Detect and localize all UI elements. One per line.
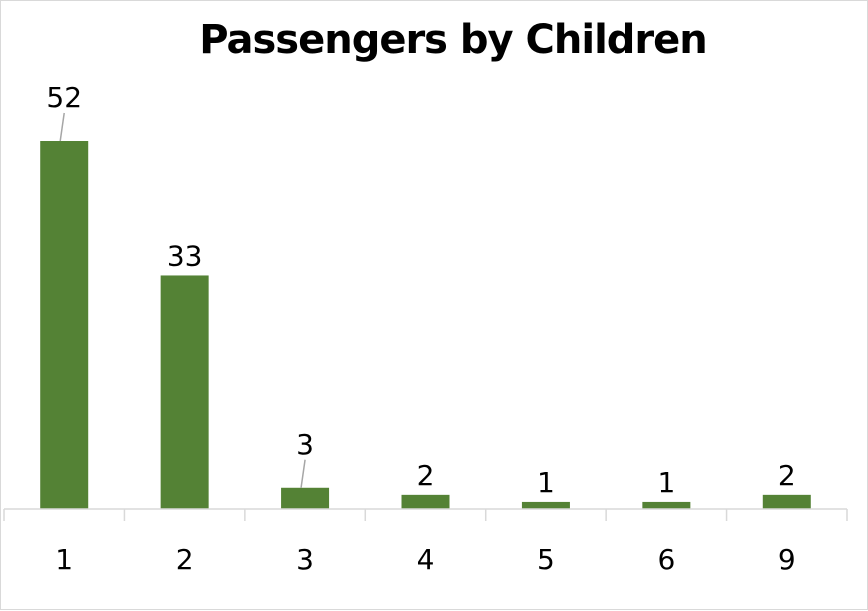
bar-9 [762, 494, 811, 509]
x-tick-label-2: 2 [176, 543, 194, 576]
bars-layer [40, 141, 811, 509]
x-tick-label-6: 6 [657, 543, 675, 576]
leader-line-3 [300, 459, 306, 488]
data-label-3: 3 [296, 428, 314, 461]
bar-6 [642, 501, 691, 509]
data-label-9: 2 [778, 459, 796, 492]
x-tick-label-9: 9 [778, 543, 796, 576]
bar-1 [40, 141, 89, 509]
x-tick-label-3: 3 [296, 543, 314, 576]
bar-5 [521, 501, 570, 509]
bar-2 [160, 275, 209, 509]
data-label-6: 1 [657, 466, 675, 499]
data-label-5: 1 [537, 466, 555, 499]
bar-4 [401, 494, 450, 509]
leader-line-1 [59, 112, 65, 142]
chart-title: Passengers by Children [199, 17, 707, 63]
leader-lines-layer [59, 112, 306, 488]
data-label-4: 2 [417, 459, 435, 492]
x-axis [3, 508, 848, 521]
x-tick-label-1: 1 [55, 543, 73, 576]
data-label-1: 52 [46, 81, 82, 114]
bar-3 [281, 487, 330, 509]
x-tick-label-4: 4 [417, 543, 435, 576]
data-label-2: 33 [167, 239, 203, 272]
x-tick-labels: 1 2 3 4 5 6 9 [55, 543, 795, 576]
x-tick-label-5: 5 [537, 543, 555, 576]
